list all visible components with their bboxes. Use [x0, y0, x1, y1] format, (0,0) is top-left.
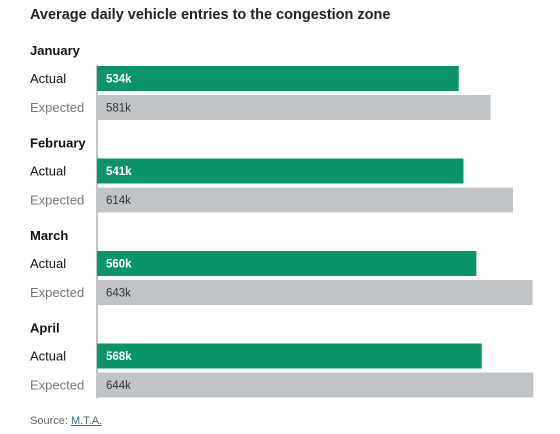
data-label-expected-february: 614k: [106, 195, 131, 207]
data-label-actual-april: 568k: [106, 351, 132, 363]
month-label-april: April: [30, 321, 60, 336]
month-label-march: March: [30, 228, 68, 243]
bar-actual-january: [97, 66, 459, 91]
data-label-expected-march: 643k: [106, 288, 131, 300]
month-label-january: January: [30, 43, 81, 58]
series-label-expected: Expected: [30, 100, 84, 115]
bar-actual-april: [97, 343, 482, 369]
bar-expected-february: [97, 187, 513, 213]
data-label-actual-march: 560k: [106, 259, 132, 271]
series-label-actual: Actual: [30, 164, 66, 179]
chart-title: Average daily vehicle entries to the con…: [30, 7, 391, 23]
bar-actual-february: [97, 158, 464, 184]
bar-actual-march: [97, 251, 477, 276]
source-label: Source:: [30, 415, 68, 427]
bar-expected-april: [97, 372, 534, 398]
data-label-actual-january: 534k: [106, 74, 132, 86]
source-note: Source: M.T.A.: [30, 415, 102, 427]
series-label-expected: Expected: [30, 378, 84, 393]
series-label-actual: Actual: [30, 256, 66, 271]
series-label-expected: Expected: [30, 285, 84, 300]
month-label-february: February: [30, 136, 86, 151]
data-label-expected-april: 644k: [106, 380, 131, 392]
series-label-actual: Actual: [30, 349, 66, 364]
data-label-expected-january: 581k: [106, 103, 131, 115]
data-label-actual-february: 541k: [106, 166, 132, 178]
bar-expected-january: [97, 95, 491, 120]
series-label-expected: Expected: [30, 193, 84, 208]
bar-expected-march: [97, 280, 533, 305]
source-link[interactable]: M.T.A.: [70, 415, 103, 427]
series-label-actual: Actual: [30, 71, 66, 86]
